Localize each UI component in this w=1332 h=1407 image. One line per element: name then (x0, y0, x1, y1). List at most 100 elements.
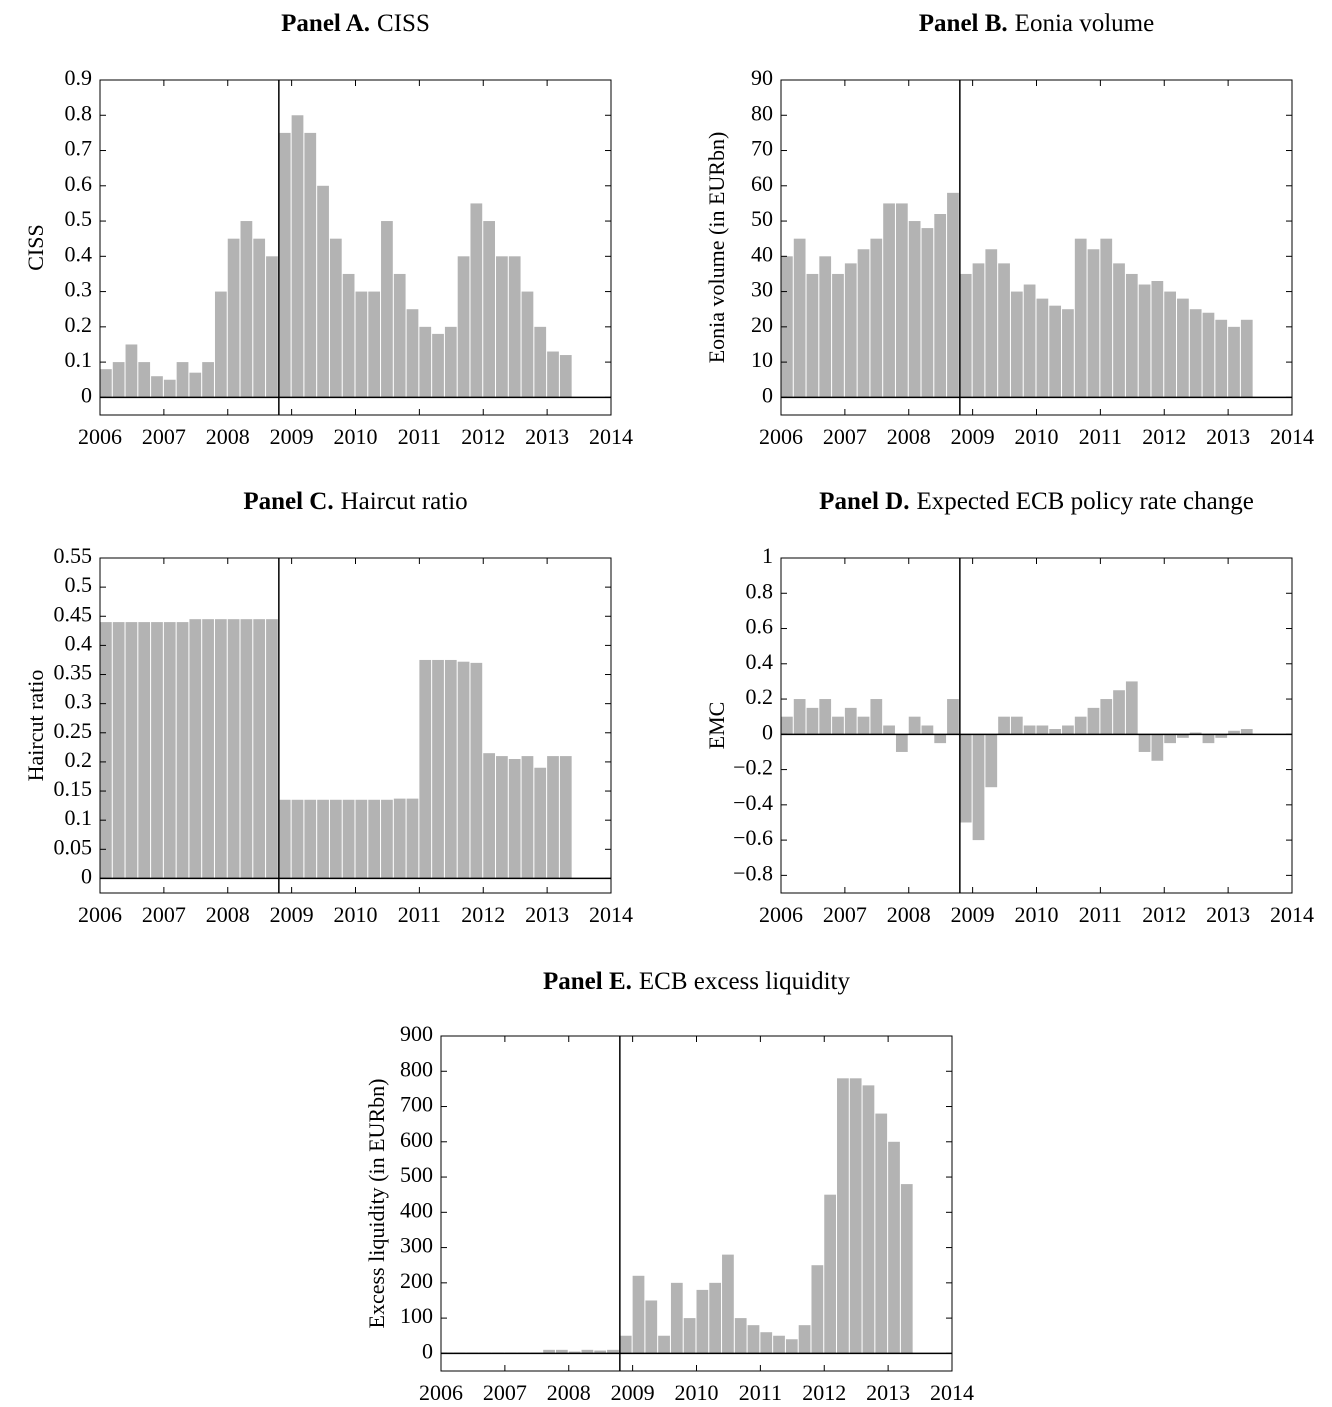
bar (1113, 690, 1125, 735)
y-tick-label: 60 (751, 171, 773, 196)
bar (1240, 729, 1253, 735)
panel-title: Panel C. Haircut ratio (243, 488, 467, 515)
bar (496, 756, 508, 879)
bar (793, 699, 806, 735)
y-tick-label: 0.15 (54, 776, 93, 801)
x-tick-label: 2009 (611, 1380, 655, 1405)
x-tick-label: 2014 (589, 424, 633, 449)
bar (112, 362, 125, 398)
bar (658, 1335, 670, 1354)
bar (253, 238, 266, 398)
y-tick-label: 0 (762, 382, 773, 407)
x-tick-label: 2009 (270, 424, 314, 449)
bar (189, 619, 202, 879)
bar (722, 1254, 734, 1354)
bar (125, 344, 138, 398)
panel: Panel D. Expected ECB policy rate change E… (704, 488, 1314, 927)
bar (555, 1349, 568, 1354)
bar (151, 376, 163, 398)
bar (581, 1349, 594, 1354)
bar (1062, 309, 1074, 398)
bar (985, 249, 998, 398)
bar (189, 372, 202, 398)
bar (959, 273, 972, 398)
bar (798, 1325, 811, 1354)
bar (785, 1339, 798, 1354)
bar (329, 238, 342, 398)
bar (1100, 699, 1113, 735)
bar (670, 1282, 683, 1354)
bar (227, 238, 240, 398)
y-axis-label: Eonia volume (in EURbn) (704, 132, 729, 364)
y-tick-label: 500 (400, 1162, 433, 1187)
title-prefix: Panel B. (919, 10, 1008, 37)
bar (811, 1265, 824, 1354)
x-tick-label: 2006 (759, 902, 803, 927)
x-tick-label: 2007 (142, 902, 186, 927)
y-tick-label: −0.2 (733, 755, 773, 780)
bar (1036, 298, 1049, 398)
bar (342, 273, 355, 398)
title-text: Eonia volume (1015, 10, 1155, 37)
bar (1036, 725, 1049, 735)
title-prefix: Panel D. (819, 488, 909, 515)
bar (857, 716, 870, 735)
bar (1023, 284, 1036, 398)
y-tick-label: 0.5 (65, 206, 93, 231)
y-tick-label: 0.45 (54, 601, 93, 626)
bar (508, 759, 521, 879)
x-tick-label: 2006 (78, 902, 122, 927)
bar (355, 291, 368, 398)
x-tick-label: 2012 (461, 424, 505, 449)
bar (1074, 716, 1087, 735)
bar (559, 355, 572, 398)
bar (444, 326, 457, 398)
bar (824, 1194, 837, 1354)
y-tick-label: 80 (751, 100, 773, 125)
panel: Panel A. CISS CISS 0 0.1 0.2 0.3 0.4 0.5 0.6 0.7 0.… (23, 10, 633, 449)
y-tick-label: 200 (400, 1268, 433, 1293)
bar (645, 1300, 658, 1354)
bar (1228, 730, 1240, 735)
y-tick-label: 20 (751, 312, 773, 337)
bar (100, 622, 112, 879)
bar (534, 767, 547, 879)
bar (793, 238, 806, 398)
bar (1113, 263, 1125, 398)
title-prefix: Panel C. (243, 488, 333, 515)
bar (393, 273, 406, 398)
y-axis-label: EMC (704, 702, 729, 750)
x-tick-label: 2012 (1142, 424, 1186, 449)
bar (176, 362, 189, 398)
bar (888, 1141, 900, 1354)
bar (1010, 716, 1023, 735)
bar (972, 263, 985, 398)
x-tick-label: 2014 (1270, 424, 1314, 449)
y-tick-label: 0.5 (65, 572, 93, 597)
title-text: CISS (377, 10, 430, 37)
x-tick-label: 2007 (823, 424, 867, 449)
bar (934, 214, 947, 398)
y-tick-label: 1 (762, 543, 773, 568)
bar (696, 1289, 709, 1354)
y-tick-label: 10 (751, 347, 773, 372)
bar (227, 619, 240, 879)
bar (1074, 238, 1087, 398)
bar (985, 734, 998, 788)
bar (508, 256, 521, 398)
bar (176, 622, 189, 879)
bar (1151, 734, 1164, 761)
x-tick-label: 2007 (483, 1380, 527, 1405)
bar (619, 1335, 632, 1354)
bar (291, 115, 304, 398)
bar (895, 734, 908, 752)
y-tick-label: 0.6 (746, 614, 774, 639)
title-text: ECB excess liquidity (639, 968, 851, 995)
y-tick-label: −0.4 (733, 790, 773, 815)
bar (819, 699, 832, 735)
bar (632, 1275, 645, 1354)
bar (998, 716, 1010, 735)
y-tick-label: 0.1 (65, 805, 93, 830)
y-tick-label: 0.2 (746, 684, 774, 709)
